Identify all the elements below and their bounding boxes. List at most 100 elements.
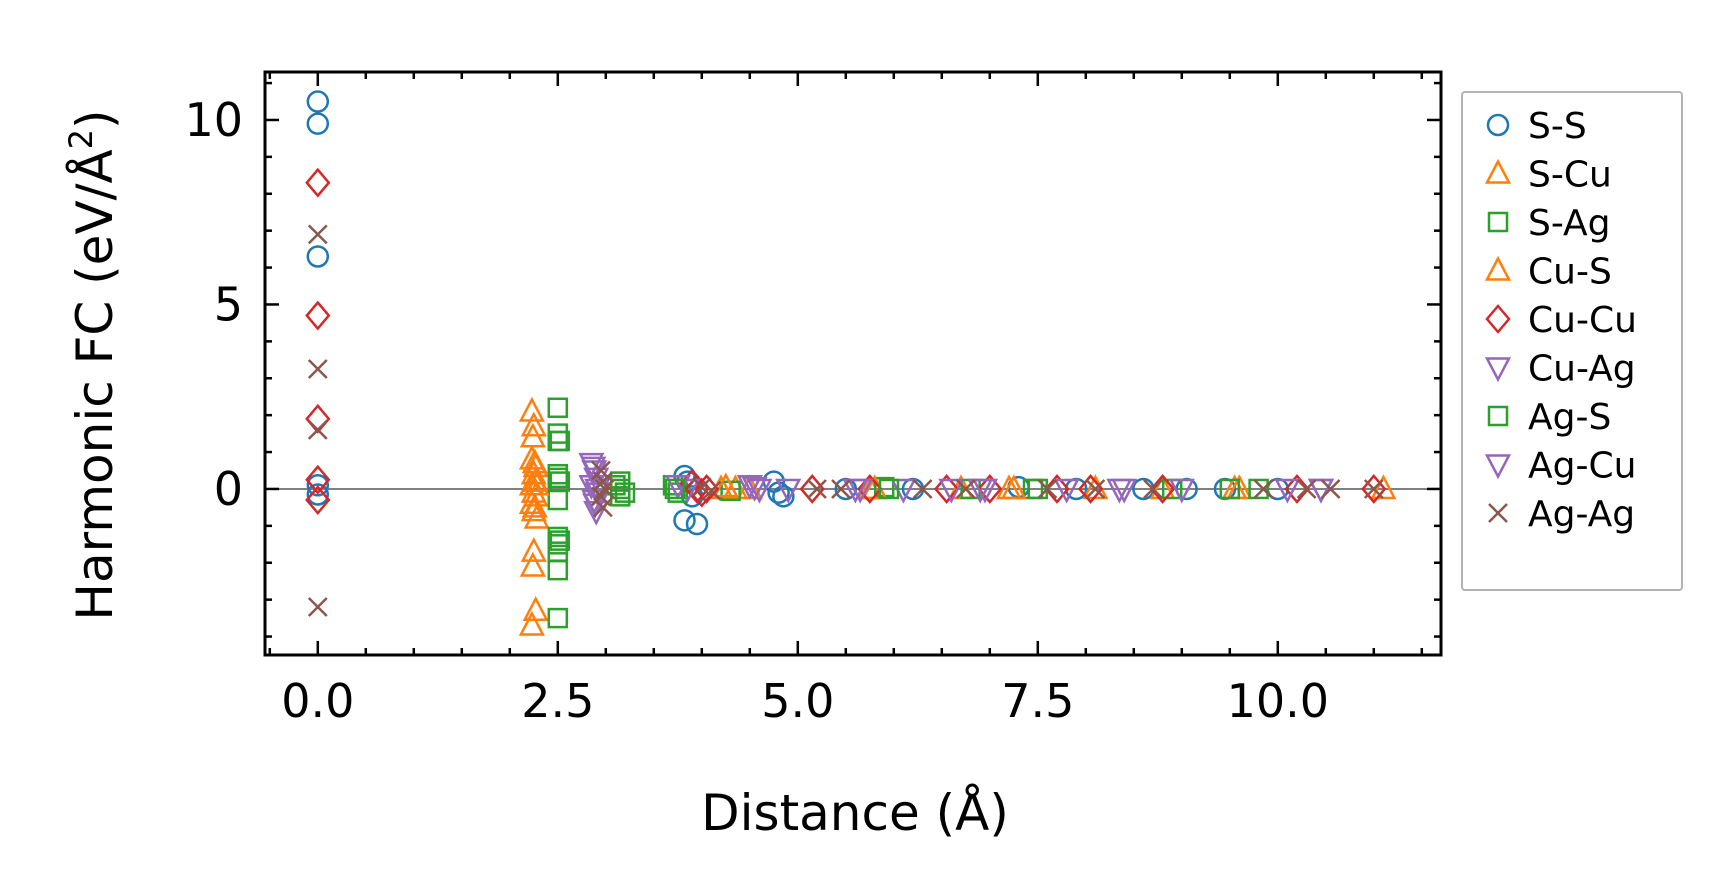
point-ag-ag [307, 359, 328, 379]
legend-label-s-s: S-S [1528, 106, 1587, 147]
y-tick-labels: 0 5 10 [184, 93, 243, 516]
legend: S-S S-Cu S-Ag Cu-S Cu-Cu Cu-Ag Ag-S Ag-Cu Ag-Ag [1461, 91, 1683, 591]
point-s-cu [520, 536, 547, 562]
point-cu-ag [1053, 478, 1080, 504]
legend-item-ag-cu: Ag-Cu [1484, 446, 1636, 487]
y-axis-label-close: ) [66, 109, 124, 129]
point-cu-cu [1044, 474, 1070, 504]
legend-label-cu-ag: Cu-Ag [1528, 349, 1636, 390]
point-cu-s [521, 448, 548, 474]
axes-frame [263, 70, 1443, 657]
legend-marker-cu-s [1484, 255, 1512, 281]
point-cu-cu [305, 300, 331, 331]
point-cu-cu [305, 403, 331, 434]
legend-item-s-ag: S-Ag [1487, 203, 1611, 244]
point-s-s [306, 90, 330, 113]
point-ag-ag [1037, 479, 1058, 499]
x-axis-label: Distance (Å) [701, 784, 1009, 842]
point-cu-s [712, 472, 739, 498]
point-cu-ag [1274, 478, 1301, 504]
y-axis-label-superscript: 2 [62, 129, 100, 149]
x-tick-label: 5.0 [761, 674, 834, 728]
point-cu-cu [305, 464, 331, 495]
point-s-s [306, 483, 330, 506]
point-cu-cu [933, 474, 960, 504]
legend-label-ag-ag: Ag-Ag [1528, 494, 1635, 535]
legend-item-ag-s: Ag-S [1487, 397, 1611, 438]
point-s-cu [518, 610, 545, 636]
legend-item-ag-ag: Ag-Ag [1488, 494, 1635, 535]
point-ag-cu [847, 478, 874, 504]
data-points [305, 90, 1397, 636]
y-axis-label: Harmonic FC (eV/Å2) [62, 109, 124, 620]
legend-item-s-s: S-S [1486, 106, 1587, 147]
legend-marker-s-cu [1484, 158, 1512, 184]
point-cu-cu [305, 167, 331, 198]
point-ag-ag [307, 420, 328, 440]
legend-item-cu-ag: Cu-Ag [1484, 349, 1636, 390]
point-cu-s [521, 492, 548, 518]
point-ag-s [549, 471, 570, 492]
point-s-cu [722, 474, 749, 500]
x-tick-label: 10.0 [1227, 674, 1329, 728]
point-cu-s [1000, 474, 1027, 500]
point-s-ag [547, 559, 569, 581]
point-ag-cu [1307, 478, 1335, 504]
legend-marker-ag-s [1487, 405, 1509, 427]
legend-item-cu-s: Cu-S [1484, 252, 1612, 293]
point-ag-ag [307, 224, 328, 245]
series-ag-ag [307, 224, 1384, 617]
point-s-s [685, 512, 709, 536]
point-cu-ag [775, 478, 802, 504]
legend-item-s-cu: S-Cu [1484, 155, 1612, 196]
point-cu-ag [746, 478, 773, 504]
point-ag-ag [1296, 479, 1317, 499]
x-tick-label: 7.5 [1001, 674, 1074, 728]
x-tick-label: 2.5 [521, 674, 594, 728]
point-ag-ag [912, 479, 933, 499]
legend-marker-cu-cu [1485, 304, 1511, 334]
point-cu-cu [1361, 474, 1387, 504]
point-s-ag [1248, 478, 1269, 500]
point-cu-ag [736, 475, 763, 500]
y-tick-label: 10 [184, 93, 243, 147]
point-s-s [772, 485, 795, 508]
point-s-ag [547, 607, 569, 629]
point-s-s [306, 112, 330, 135]
point-ag-s [878, 478, 900, 500]
point-ag-ag [1253, 479, 1274, 499]
point-ag-s [549, 530, 570, 551]
point-cu-ag [938, 478, 965, 504]
point-cu-ag [1168, 478, 1195, 504]
point-s-cu [520, 411, 547, 437]
legend-label-ag-s: Ag-S [1528, 397, 1611, 438]
point-ag-ag [1085, 479, 1106, 499]
point-cu-cu [977, 474, 1003, 504]
point-cu-cu [1077, 474, 1104, 504]
point-ag-ag [307, 597, 328, 617]
point-ag-cu [1106, 478, 1133, 504]
legend-label-ag-cu: Ag-Cu [1528, 446, 1636, 487]
legend-marker-cu-ag [1484, 357, 1512, 383]
point-ag-s [664, 478, 686, 500]
point-s-ag [547, 467, 569, 489]
legend-item-cu-cu: Cu-Cu [1485, 300, 1637, 341]
point-ag-cu [971, 478, 999, 504]
point-s-s [306, 245, 330, 268]
point-ag-ag [955, 479, 976, 499]
y-axis-label-main: Harmonic FC (eV/Å [66, 149, 124, 620]
plot-area [265, 90, 1441, 636]
legend-label-cu-cu: Cu-Cu [1528, 300, 1637, 341]
point-s-s [673, 509, 696, 532]
point-cu-s [519, 422, 546, 448]
legend-label-s-cu: S-Cu [1528, 155, 1612, 196]
point-ag-ag [1363, 479, 1384, 499]
legend-marker-ag-ag [1488, 503, 1508, 523]
point-s-ag [547, 397, 569, 419]
point-ag-cu [741, 476, 768, 502]
point-cu-cu [1149, 474, 1176, 504]
point-ag-ag [831, 479, 851, 499]
point-ag-s [614, 482, 636, 503]
